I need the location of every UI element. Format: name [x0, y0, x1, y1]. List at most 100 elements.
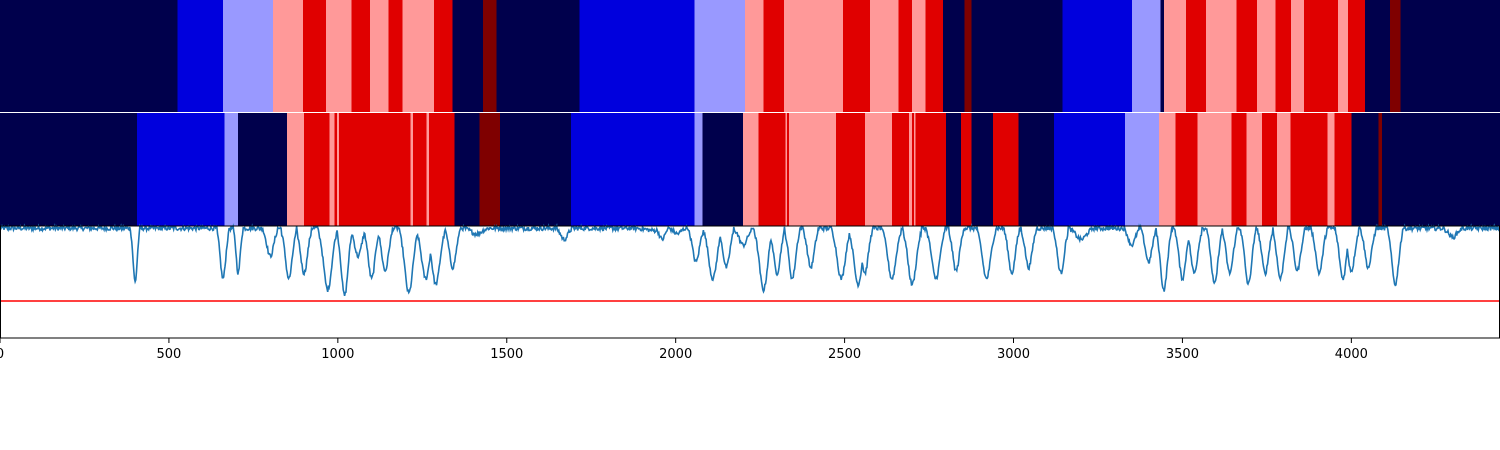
heatmap-cell	[304, 113, 330, 226]
heatmap-cell	[891, 113, 909, 226]
heatmap-cell	[1160, 0, 1164, 113]
heatmap-cell	[1400, 0, 1500, 113]
heatmap-cell	[0, 113, 137, 226]
heatmap-cell	[1327, 113, 1335, 226]
heatmap-cell	[971, 0, 1063, 113]
heatmap-cell	[336, 113, 339, 226]
heatmap-cell	[943, 0, 965, 113]
heatmap-cell	[912, 113, 914, 226]
heatmap-cell	[1231, 113, 1247, 226]
heatmap-cell	[434, 0, 453, 113]
heatmap-cell	[913, 113, 916, 226]
heatmap-cell	[964, 0, 972, 113]
heatmap-cell	[912, 0, 926, 113]
heatmap-cell	[993, 113, 1019, 226]
heatmap-cell	[351, 0, 370, 113]
heatmap-cell	[702, 113, 744, 226]
heatmap-cell	[388, 0, 403, 113]
heatmap-cell	[1246, 113, 1262, 226]
heatmap-cell	[785, 113, 788, 226]
x-tick-label: 1000	[321, 347, 354, 362]
heatmap-cell	[925, 0, 944, 113]
heatmap-cell	[1163, 0, 1186, 113]
heatmap-cell	[915, 113, 946, 226]
heatmap-cell	[908, 113, 913, 226]
heatmap-cell	[763, 0, 784, 113]
heatmap-cell	[429, 113, 455, 226]
heatmap-cell	[1261, 113, 1278, 226]
heatmap-cell	[783, 0, 843, 113]
heatmap-cell	[694, 113, 703, 226]
heatmap-cell	[1197, 113, 1232, 226]
heatmap-cell	[402, 0, 435, 113]
heatmap-cell	[1185, 0, 1207, 113]
heatmap-cell	[1256, 0, 1276, 113]
heatmap-cell	[426, 113, 430, 226]
heatmap-cell	[1054, 113, 1125, 226]
heatmap-cell	[1277, 113, 1291, 226]
heatmap-cell	[1364, 0, 1391, 113]
heatmap-cell	[483, 0, 497, 113]
heatmap-cell	[351, 113, 411, 226]
heatmap-cell	[272, 0, 304, 113]
heatmap-cell	[1337, 0, 1348, 113]
line-panel	[0, 222, 1500, 339]
heatmap-cell	[136, 113, 225, 226]
heatmap-cell	[500, 113, 571, 226]
x-tick-label: 4000	[1335, 347, 1368, 362]
series-line	[0, 222, 1500, 296]
heatmap-cell	[1291, 0, 1305, 113]
heatmap-cell	[452, 0, 484, 113]
heatmap-cell	[788, 113, 837, 226]
x-tick-label: 500	[157, 347, 182, 362]
heatmap-cell	[1390, 0, 1401, 113]
heatmap-cell	[864, 113, 892, 226]
x-tick-label: 1500	[490, 347, 523, 362]
heatmap-cell	[303, 0, 327, 113]
heatmap-cell	[836, 113, 865, 226]
heatmap-cell	[1381, 113, 1500, 226]
heatmap-cell	[326, 0, 352, 113]
heatmap-cell	[1175, 113, 1198, 226]
heatmap-cell	[1131, 0, 1161, 113]
x-tick-label: 3000	[997, 347, 1030, 362]
heatmap-cell	[222, 0, 273, 113]
heatmap-cell	[1062, 0, 1132, 113]
heatmap-cell	[410, 113, 413, 226]
x-axis: 0 500 1000 1500 2000 2500 3000 3500 4000	[0, 338, 1368, 362]
heatmap-cell	[224, 113, 239, 226]
x-tick-label: 0	[0, 347, 4, 362]
line-panel-background	[0, 226, 1500, 338]
heatmap-cell	[1290, 113, 1328, 226]
heatmap-cell	[1334, 113, 1352, 226]
heatmap-cell	[1158, 113, 1176, 226]
heatmap-cell	[744, 0, 764, 113]
heatmap-cell	[329, 113, 335, 226]
heatmap-cell	[1018, 113, 1055, 226]
heatmap-cell	[570, 113, 695, 226]
heatmap-cell	[1304, 0, 1338, 113]
heatmap-cell	[238, 113, 288, 226]
heatmap-cell	[287, 113, 305, 226]
heatmap-cell	[1206, 0, 1237, 113]
heatmap-cell	[1351, 113, 1379, 226]
heatmap-cell	[869, 0, 899, 113]
heatmap-cell	[369, 0, 389, 113]
heatmap-cell	[479, 113, 500, 226]
heatmap-cell	[1347, 0, 1365, 113]
heatmap-cell	[334, 113, 337, 226]
heatmap-cell	[1378, 113, 1382, 226]
heatmap-rows	[0, 0, 1500, 226]
heatmap-cell	[0, 0, 178, 113]
heatmap-cell	[743, 113, 759, 226]
heatmap-cell	[787, 113, 789, 226]
heatmap-cell	[945, 113, 962, 226]
heatmap-cell	[338, 113, 352, 226]
heatmap-cell	[454, 113, 480, 226]
x-tick-label: 2000	[659, 347, 692, 362]
heatmap-cell	[758, 113, 786, 226]
heatmap-cell	[1236, 0, 1257, 113]
heatmap-cell	[177, 0, 223, 113]
heatmap-cell	[1125, 113, 1159, 226]
